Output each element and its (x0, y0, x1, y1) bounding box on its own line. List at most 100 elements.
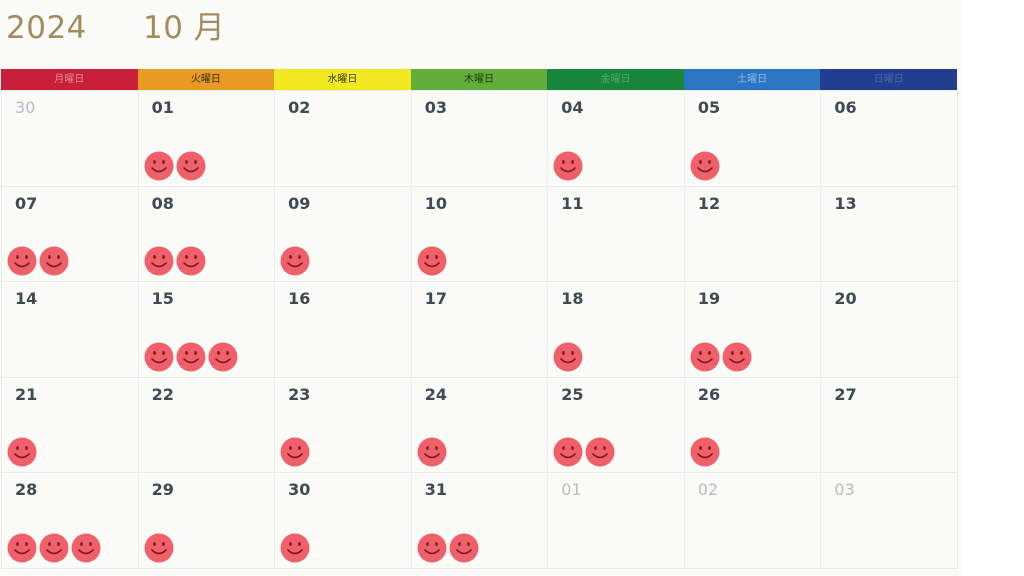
calendar-day-cell[interactable]: 07 (2, 186, 139, 283)
day-number: 30 (288, 480, 311, 500)
day-number: 20 (834, 289, 857, 309)
smiley-sticker-icon (144, 246, 174, 276)
day-number: 01 (561, 480, 582, 500)
calendar-day-cell[interactable]: 11 (548, 186, 685, 283)
smiley-sticker-icon (39, 533, 69, 563)
calendar-day-cell[interactable]: 16 (275, 282, 412, 378)
calendar-day-cell[interactable]: 17 (411, 282, 549, 378)
smiley-sticker-icon (449, 533, 479, 563)
day-number: 08 (151, 193, 174, 213)
day-number: 04 (561, 98, 584, 117)
calendar-day-cell[interactable]: 03 (821, 473, 958, 569)
calendar-day-cell[interactable]: 30 (275, 473, 412, 569)
day-number: 14 (15, 289, 38, 309)
smiley-stickers (144, 533, 174, 563)
calendar-day-cell[interactable]: 06 (821, 91, 958, 187)
calendar-day-cell[interactable]: 02 (684, 473, 822, 569)
day-number: 13 (834, 193, 857, 213)
smiley-sticker-icon (417, 246, 447, 276)
weekday-header: 金曜日 (547, 69, 684, 90)
calendar-day-cell[interactable]: 21 (2, 377, 139, 474)
day-number: 06 (834, 98, 857, 117)
calendar-grid: 30 01 02 03 04 05 06 07 08 09 10 11 12 13 14 15 16 17 18 19… (1, 90, 958, 569)
day-number: 17 (424, 289, 447, 309)
calendar-day-cell[interactable]: 15 (138, 282, 276, 378)
calendar-year: 2024 (6, 10, 87, 46)
smiley-stickers (280, 437, 310, 467)
smiley-sticker-icon (690, 342, 720, 372)
day-number: 29 (151, 480, 174, 500)
weekday-header: 月曜日 (1, 69, 138, 90)
calendar-day-cell[interactable]: 03 (411, 91, 549, 187)
day-number: 15 (151, 289, 174, 309)
smiley-sticker-icon (417, 533, 447, 563)
day-number: 01 (151, 98, 174, 117)
calendar-day-cell[interactable]: 09 (275, 186, 412, 283)
smiley-sticker-icon (208, 342, 238, 372)
day-number: 03 (834, 480, 855, 500)
smiley-sticker-icon (71, 533, 101, 563)
calendar-day-cell[interactable]: 01 (548, 473, 685, 569)
calendar-day-cell[interactable]: 08 (138, 186, 276, 283)
smiley-sticker-icon (176, 151, 206, 181)
day-number: 28 (15, 480, 38, 500)
calendar-day-cell[interactable]: 10 (411, 186, 549, 283)
day-number: 11 (561, 193, 584, 213)
smiley-sticker-icon (722, 342, 752, 372)
day-number: 02 (288, 98, 311, 117)
smiley-stickers (7, 533, 101, 563)
smiley-sticker-icon (280, 437, 310, 467)
smiley-stickers (553, 437, 615, 467)
calendar-day-cell[interactable]: 22 (138, 377, 276, 474)
smiley-stickers (690, 151, 720, 181)
calendar-day-cell[interactable]: 05 (684, 91, 822, 187)
smiley-sticker-icon (690, 151, 720, 181)
calendar-day-cell[interactable]: 13 (821, 186, 958, 283)
day-number: 10 (424, 193, 447, 213)
calendar-day-cell[interactable]: 29 (138, 473, 276, 569)
day-number: 23 (288, 384, 311, 404)
calendar-day-cell[interactable]: 24 (411, 377, 549, 474)
smiley-stickers (7, 246, 69, 276)
calendar-day-cell[interactable]: 30 (2, 91, 139, 187)
smiley-stickers (417, 437, 447, 467)
calendar-day-cell[interactable]: 25 (548, 377, 685, 474)
smiley-stickers (553, 151, 583, 181)
calendar-month: 10 月 (143, 10, 226, 46)
calendar-day-cell[interactable]: 12 (684, 186, 822, 283)
calendar-day-cell[interactable]: 04 (548, 91, 685, 187)
calendar-day-cell[interactable]: 18 (548, 282, 685, 378)
smiley-sticker-icon (417, 437, 447, 467)
day-number: 26 (697, 384, 721, 404)
weekday-header: 木曜日 (410, 69, 548, 90)
calendar-day-cell[interactable]: 31 (411, 473, 549, 569)
day-number: 27 (834, 384, 857, 404)
day-number: 18 (561, 289, 584, 309)
smiley-sticker-icon (39, 246, 69, 276)
day-number: 24 (424, 384, 447, 404)
weekday-header: 土曜日 (683, 69, 821, 90)
smiley-sticker-icon (553, 437, 583, 467)
calendar-day-cell[interactable]: 01 (138, 91, 276, 187)
calendar-day-cell[interactable]: 19 (684, 282, 822, 378)
smiley-sticker-icon (144, 151, 174, 181)
smiley-sticker-icon (553, 151, 583, 181)
calendar-day-cell[interactable]: 14 (2, 282, 139, 378)
calendar-day-cell[interactable]: 20 (821, 282, 958, 378)
calendar-day-cell[interactable]: 27 (821, 377, 958, 474)
calendar-day-cell[interactable]: 28 (2, 473, 139, 569)
smiley-sticker-icon (7, 246, 37, 276)
weekday-header: 水曜日 (274, 69, 411, 90)
day-number: 02 (697, 480, 719, 500)
smiley-sticker-icon (144, 342, 174, 372)
smiley-stickers (144, 342, 238, 372)
calendar-day-cell[interactable]: 23 (275, 377, 412, 474)
day-number: 03 (424, 98, 447, 117)
day-number: 22 (151, 384, 174, 404)
day-number: 09 (288, 193, 311, 213)
smiley-stickers (144, 151, 206, 181)
calendar-day-cell[interactable]: 02 (275, 91, 412, 187)
day-number: 30 (15, 98, 36, 117)
smiley-stickers (417, 533, 479, 563)
calendar-day-cell[interactable]: 26 (684, 377, 822, 474)
